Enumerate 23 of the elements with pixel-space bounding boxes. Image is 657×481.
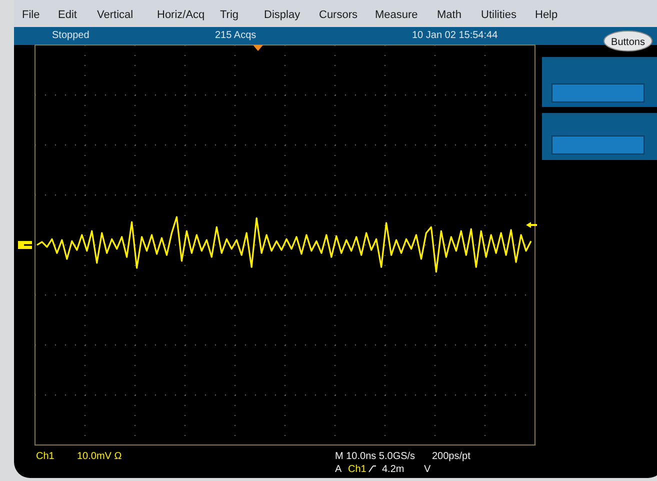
text: 10.0mV Ω xyxy=(77,451,122,462)
text: M 10.0ns 5.0GS/s xyxy=(335,451,416,462)
text: Stopped xyxy=(52,30,90,41)
text: Ch1 xyxy=(36,451,55,462)
text: Help xyxy=(535,9,558,21)
text: File xyxy=(22,9,40,21)
text: 200ps/pt xyxy=(432,451,471,462)
text: 10 Jan 02 15:54:44 xyxy=(412,30,498,41)
text: 215 Acqs xyxy=(215,30,256,41)
text: Buttons xyxy=(611,37,645,48)
text: Ch1 xyxy=(348,464,367,475)
text: Math xyxy=(437,9,462,21)
text: Cursors xyxy=(319,9,358,21)
text: Measure xyxy=(375,9,418,21)
text: Vertical xyxy=(97,9,134,21)
text: Utilities xyxy=(481,9,517,21)
text: V xyxy=(424,464,431,475)
text: Trig xyxy=(220,9,239,21)
text: Display xyxy=(264,9,301,21)
text: A xyxy=(335,464,342,475)
text: Edit xyxy=(58,9,77,21)
text: 4.2m xyxy=(382,464,404,475)
text: Horiz/Acq xyxy=(157,9,205,21)
